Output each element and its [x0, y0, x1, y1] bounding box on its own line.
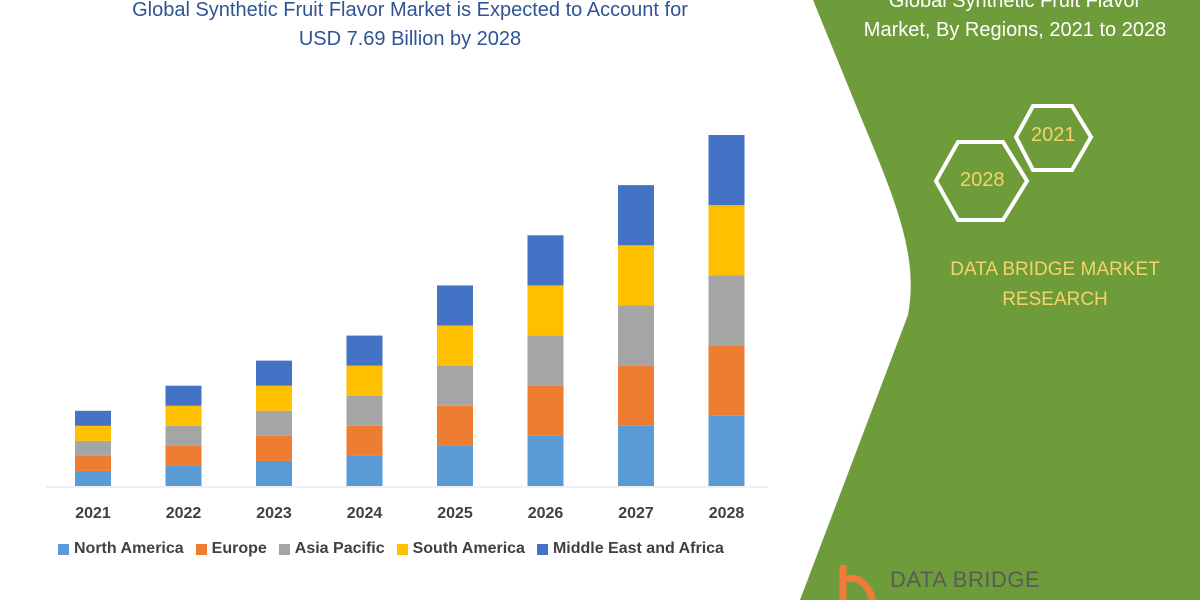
- bar-segment-2024-south-america: [346, 365, 383, 396]
- brand-text: DATA BRIDGE MARKET RESEARCH: [920, 255, 1190, 315]
- hexagon-2021-icon: [1013, 104, 1094, 172]
- bar-segment-2025-middle-east-and-africa: [437, 285, 473, 326]
- hexagon-2028-icon: [933, 140, 1030, 222]
- bar-segment-2027-asia-pacific: [618, 305, 654, 366]
- bar-segment-2026-middle-east-and-africa: [527, 235, 564, 286]
- chart-legend: North America Europe Asia Pacific South Ame…: [58, 540, 724, 558]
- bar-segment-2023-middle-east-and-africa: [256, 360, 292, 386]
- brand-line1: DATA BRIDGE MARKET: [950, 259, 1160, 280]
- bar-segment-2025-europe: [437, 405, 473, 446]
- side-title: Global Synthetic Fruit Flavor Market, By…: [830, 0, 1200, 45]
- x-tick-label: 2024: [347, 505, 383, 522]
- bar-segment-2021-middle-east-and-africa: [75, 410, 111, 426]
- legend-item: Europe: [195, 540, 267, 558]
- bar-segment-2025-asia-pacific: [437, 365, 473, 406]
- bar-segment-2023-north-america: [256, 460, 292, 486]
- legend-swatch: [58, 543, 69, 555]
- bar-segment-2027-south-america: [618, 245, 654, 306]
- green-side-panel: [800, 0, 1200, 600]
- bar-segment-2021-europe: [75, 455, 111, 471]
- chart-title-line1: Global Synthetic Fruit Flavor Market is …: [132, 0, 688, 21]
- bottom-logo-text: DATA BRIDGE: [890, 567, 1041, 592]
- bar-segment-2024-middle-east-and-africa: [346, 335, 383, 366]
- bar-segment-2024-north-america: [346, 455, 383, 486]
- bar-segment-2028-north-america: [708, 415, 745, 486]
- logo-mark-icon: [839, 565, 877, 600]
- x-tick-label: 2021: [75, 505, 111, 522]
- bar-segment-2021-asia-pacific: [75, 440, 111, 456]
- legend-swatch: [396, 543, 408, 555]
- chart-title: Global Synthetic Fruit Flavor Market is …: [60, 0, 760, 54]
- bar-segment-2023-south-america: [256, 385, 292, 411]
- legend-swatch: [278, 543, 290, 555]
- legend-label: Asia Pacific: [294, 540, 385, 557]
- chart-title-line2: USD 7.69 Billion by 2028: [298, 28, 522, 50]
- x-tick-labels: 2021 2022 2023 2024 2025 2026 2027 2028: [75, 505, 744, 522]
- x-tick-label: 2025: [437, 505, 473, 522]
- legend-item: Middle East and Africa: [536, 540, 724, 558]
- bar-segment-2026-asia-pacific: [527, 335, 564, 386]
- bar-segment-2024-europe: [346, 425, 383, 456]
- legend-label: South America: [412, 540, 525, 557]
- side-title-line1: Global Synthetic Fruit Flavor: [888, 0, 1142, 12]
- bar-segment-2022-asia-pacific: [165, 425, 202, 446]
- side-title-line2: Market, By Regions, 2021 to 2028: [863, 19, 1167, 41]
- bar-segment-2028-middle-east-and-africa: [708, 135, 745, 206]
- x-tick-label: 2026: [528, 505, 564, 522]
- bar-segment-2027-europe: [618, 365, 654, 426]
- legend-swatch: [195, 543, 207, 555]
- x-tick-label: 2028: [709, 505, 745, 522]
- brand-line2: RESEARCH: [1002, 289, 1108, 310]
- bar-segment-2027-north-america: [618, 425, 654, 486]
- legend-swatch: [536, 543, 548, 555]
- bar-segment-2027-middle-east-and-africa: [618, 185, 654, 246]
- bar-segment-2025-north-america: [437, 445, 473, 486]
- bar-segment-2028-europe: [708, 345, 745, 416]
- legend-item: Asia Pacific: [278, 540, 385, 558]
- legend-item: South America: [396, 540, 525, 558]
- bar-segment-2022-europe: [165, 445, 202, 466]
- bar-segment-2026-europe: [527, 385, 564, 436]
- bar-segment-2028-south-america: [708, 205, 745, 276]
- bar-segment-2023-asia-pacific: [256, 410, 292, 436]
- legend-label: Europe: [211, 540, 267, 557]
- bar-segment-2021-north-america: [75, 470, 111, 486]
- bar-segment-2023-europe: [256, 435, 292, 461]
- bar-segment-2022-north-america: [165, 465, 202, 486]
- bar-segment-2025-south-america: [437, 325, 473, 366]
- legend-item: North America: [58, 540, 184, 558]
- bar-segment-2026-south-america: [527, 285, 564, 336]
- bar-segment-2022-south-america: [165, 405, 202, 426]
- legend-label: Middle East and Africa: [552, 540, 724, 557]
- bar-segment-2022-middle-east-and-africa: [165, 385, 202, 406]
- bars-group: [75, 135, 745, 486]
- bar-segment-2024-asia-pacific: [346, 395, 383, 426]
- legend-label: North America: [74, 540, 184, 557]
- x-tick-label: 2027: [618, 505, 654, 522]
- x-tick-label: 2022: [166, 505, 202, 522]
- bar-segment-2028-asia-pacific: [708, 275, 745, 346]
- x-tick-label: 2023: [256, 505, 292, 522]
- bar-segment-2026-north-america: [527, 435, 564, 486]
- bar-segment-2021-south-america: [75, 425, 111, 441]
- hex-year-2028: 2028: [960, 169, 1005, 191]
- hex-year-2021: 2021: [1031, 124, 1076, 146]
